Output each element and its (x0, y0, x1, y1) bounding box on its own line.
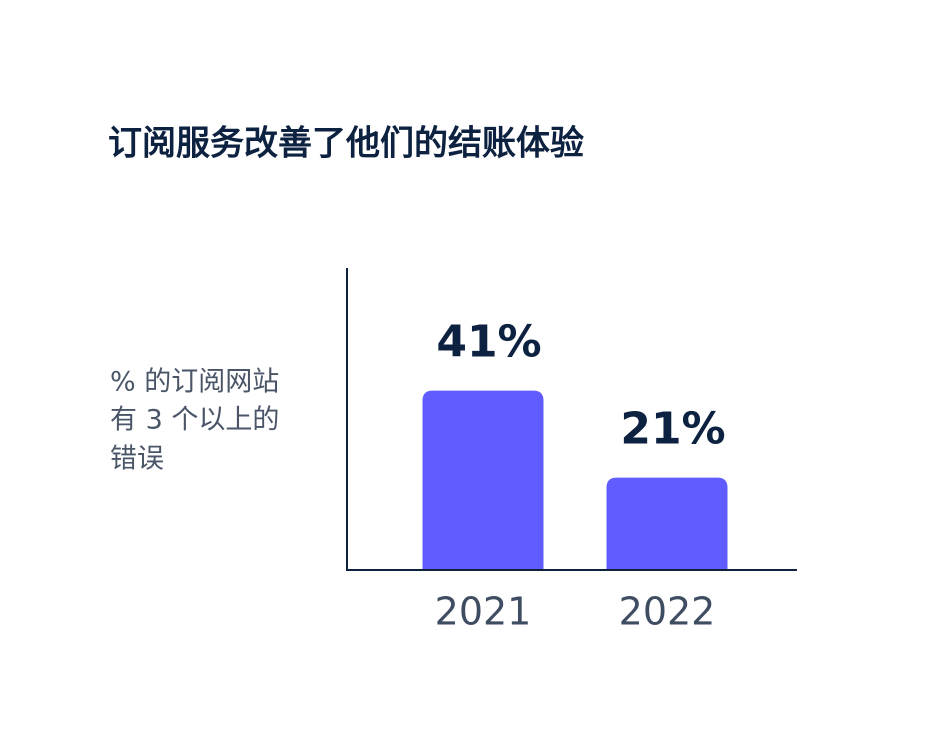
value-label: 41% (436, 317, 541, 368)
bar (422, 390, 544, 569)
x-tick-label: 2021 (435, 590, 532, 634)
x-tick-label: 2022 (619, 590, 716, 634)
y-axis-label: 错误 (110, 444, 164, 475)
y-axis-label: 有 3 个以上的 (110, 405, 279, 436)
value-label: 21% (620, 404, 725, 455)
bar (606, 477, 728, 569)
y-axis-label: % 的订阅网站 (110, 367, 279, 398)
chart-title: 订阅服务改善了他们的结账体验 (108, 124, 584, 164)
